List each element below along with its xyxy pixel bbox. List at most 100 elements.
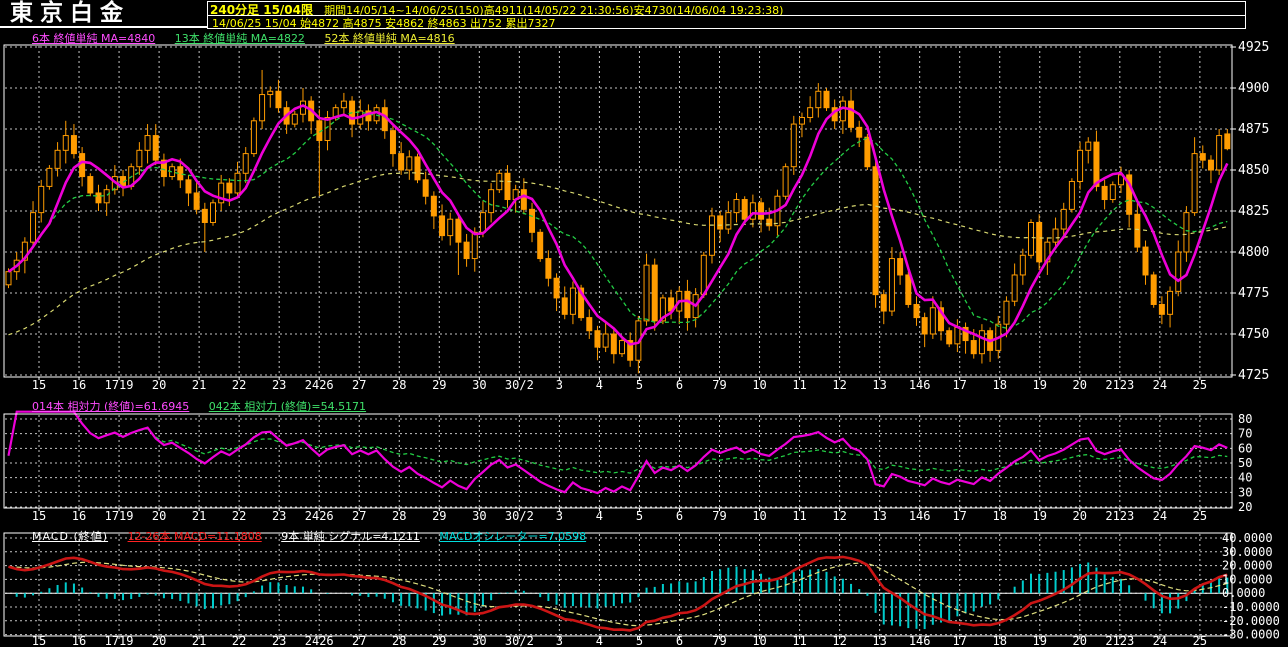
- svg-text:28: 28: [392, 378, 406, 392]
- svg-text:5: 5: [636, 634, 643, 647]
- svg-text:146: 146: [909, 378, 931, 392]
- rsi14-line: [7, 410, 1228, 495]
- svg-text:29: 29: [432, 378, 446, 392]
- svg-text:24: 24: [1153, 378, 1167, 392]
- svg-text:16: 16: [72, 378, 86, 392]
- svg-text:4775: 4775: [1238, 286, 1269, 301]
- svg-text:19: 19: [1033, 634, 1047, 647]
- svg-text:19: 19: [1033, 509, 1047, 523]
- svg-text:25: 25: [1193, 378, 1207, 392]
- svg-text:21: 21: [192, 509, 206, 523]
- svg-text:4725: 4725: [1238, 368, 1269, 383]
- svg-text:25: 25: [1193, 509, 1207, 523]
- svg-text:29: 29: [432, 634, 446, 647]
- svg-text:20: 20: [152, 378, 166, 392]
- svg-text:16: 16: [72, 634, 86, 647]
- svg-text:17: 17: [952, 509, 966, 523]
- svg-text:-20.0000: -20.0000: [1222, 614, 1280, 628]
- rsi42-line: [7, 411, 1228, 474]
- macd-histogram: [15, 562, 1229, 630]
- svg-text:30: 30: [1238, 485, 1252, 499]
- session-ohlc-label: 14/06/25 15/04 始4872 高4875 安4862 終4863 出…: [212, 17, 556, 29]
- svg-text:40: 40: [1238, 471, 1252, 485]
- svg-text:29: 29: [432, 509, 446, 523]
- svg-text:12: 12: [832, 378, 846, 392]
- svg-text:17: 17: [952, 378, 966, 392]
- svg-text:4900: 4900: [1238, 81, 1269, 96]
- grid-414: [5, 415, 1232, 511]
- svg-text:30: 30: [472, 634, 486, 647]
- svg-text:1719: 1719: [105, 378, 134, 392]
- timeframe-contract-label: 240分足 15/04限: [210, 3, 314, 16]
- macd-legend: MACD (終値) 12-26本 MACD=11.1808 9本 単純 シグナル…: [32, 528, 602, 544]
- svg-text:10: 10: [752, 378, 766, 392]
- ma6-legend-label: 6本 終値単純 MA=4840: [32, 32, 156, 45]
- macd-title-label: MACD (終値): [32, 530, 109, 543]
- x-axis-labels-macd: 15 16 1719 20 21 22 23 2426 27 28 29 30 30/2 3 4 5 6 79 10…: [32, 634, 1207, 647]
- svg-text:79: 79: [712, 378, 726, 392]
- svg-text:10: 10: [752, 634, 766, 647]
- macd-signal-line: [8, 561, 1228, 627]
- svg-text:5: 5: [636, 509, 643, 523]
- svg-text:146: 146: [909, 509, 931, 523]
- svg-text:23: 23: [272, 378, 286, 392]
- svg-text:16: 16: [72, 509, 86, 523]
- svg-text:27: 27: [352, 378, 366, 392]
- svg-text:1719: 1719: [105, 509, 134, 523]
- svg-text:10: 10: [752, 509, 766, 523]
- svg-text:2123: 2123: [1105, 634, 1134, 647]
- svg-text:2123: 2123: [1105, 378, 1134, 392]
- rsi14-legend-label: 014本 相対力 (終値)=61.6945: [32, 400, 190, 413]
- ma13-line: [8, 111, 1228, 329]
- svg-text:30: 30: [472, 378, 486, 392]
- svg-text:4: 4: [596, 509, 603, 523]
- svg-text:11: 11: [792, 634, 806, 647]
- svg-text:30/2: 30/2: [505, 378, 534, 392]
- header-line1: 240分足 15/04限 期間14/05/14~14/06/25(150)高49…: [208, 2, 1245, 16]
- svg-text:79: 79: [712, 634, 726, 647]
- svg-text:12: 12: [832, 509, 846, 523]
- svg-text:19: 19: [1033, 378, 1047, 392]
- svg-text:6: 6: [676, 634, 683, 647]
- macd-signal-label: 9本 単純 シグナル=4.1211: [281, 530, 420, 543]
- svg-text:12: 12: [832, 634, 846, 647]
- svg-text:27: 27: [352, 634, 366, 647]
- svg-text:21: 21: [192, 634, 206, 647]
- svg-text:-10.0000: -10.0000: [1222, 600, 1280, 614]
- svg-text:17: 17: [952, 634, 966, 647]
- svg-text:28: 28: [392, 634, 406, 647]
- svg-text:4: 4: [596, 378, 603, 392]
- svg-text:4925: 4925: [1238, 40, 1269, 55]
- svg-text:20: 20: [152, 634, 166, 647]
- svg-text:20.0000: 20.0000: [1222, 559, 1273, 573]
- svg-text:4850: 4850: [1238, 163, 1269, 178]
- instrument-title: 東京白金: [10, 0, 130, 26]
- x-axis-labels-main: 15 16 1719 20 21 22 23 2426 27 28 29 30 30/2 3 4 5 6 79 10…: [32, 378, 1207, 392]
- svg-text:23: 23: [272, 634, 286, 647]
- svg-text:11: 11: [792, 509, 806, 523]
- svg-text:15: 15: [32, 509, 46, 523]
- svg-text:20: 20: [1073, 509, 1087, 523]
- ma-legend: 6本 終値単純 MA=4840 13本 終値単純 MA=4822 52本 終値単…: [32, 30, 471, 46]
- svg-text:70: 70: [1238, 427, 1252, 441]
- svg-text:6: 6: [676, 509, 683, 523]
- macd-line: [8, 555, 1228, 632]
- svg-text:4: 4: [596, 634, 603, 647]
- ma13-legend-label: 13本 終値単純 MA=4822: [174, 32, 305, 45]
- svg-text:15: 15: [32, 378, 46, 392]
- svg-text:30: 30: [472, 509, 486, 523]
- svg-text:2426: 2426: [305, 378, 334, 392]
- svg-text:5: 5: [636, 378, 643, 392]
- macd-osc-label: MACDオシレーター=7.0598: [439, 530, 587, 543]
- svg-text:20: 20: [152, 509, 166, 523]
- svg-text:20: 20: [1073, 634, 1087, 647]
- macd-axis-labels: 40.000030.000020.000010.00000.0000-10.00…: [1222, 531, 1280, 642]
- svg-text:1719: 1719: [105, 634, 134, 647]
- ma52-line: [8, 172, 1228, 336]
- svg-text:4875: 4875: [1238, 122, 1269, 137]
- svg-text:79: 79: [712, 509, 726, 523]
- macd-value-label: 12-26本 MACD=11.1808: [127, 530, 262, 543]
- header-line2: 14/06/25 15/04 始4872 高4875 安4862 終4863 出…: [208, 16, 1245, 29]
- svg-text:18: 18: [992, 378, 1006, 392]
